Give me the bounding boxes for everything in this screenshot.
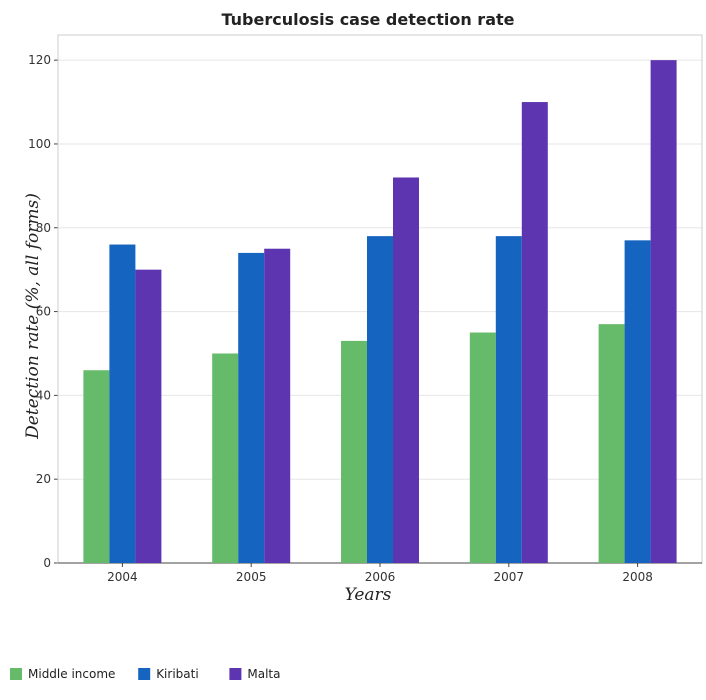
bar-kiribati (495, 236, 522, 563)
bar-malta (393, 177, 419, 563)
bar-kiribati (109, 244, 136, 563)
x-tick-label: 2004 (107, 570, 138, 584)
y-tick-label: 80 (36, 221, 51, 235)
x-tick-label: 2006 (365, 570, 396, 584)
bar-malta (521, 102, 548, 564)
y-tick-label: 20 (36, 472, 51, 486)
legend-label: Middle income (28, 667, 115, 681)
bar-middle-income (341, 340, 367, 563)
legend-swatch (229, 668, 242, 680)
x-axis-title: Years (345, 585, 392, 605)
bar-kiribati (624, 240, 651, 564)
bar-malta (650, 60, 677, 564)
bar-middle-income (212, 353, 239, 563)
legend-label: Kiribati (156, 667, 198, 681)
legend-swatch (10, 668, 22, 680)
x-tick-label: 2008 (622, 570, 653, 584)
bar-malta (135, 269, 162, 563)
x-tick-label: 2005 (236, 570, 267, 584)
y-tick-label: 40 (36, 388, 51, 402)
y-tick-label: 0 (43, 556, 51, 570)
y-tick-label: 100 (28, 137, 51, 151)
legend: Middle income Kiribati Malta (10, 667, 281, 681)
y-tick-label: 60 (36, 305, 51, 319)
legend-swatch (138, 668, 151, 680)
bar-malta (264, 248, 291, 563)
bar-middle-income (469, 332, 496, 563)
legend-label: Malta (247, 667, 280, 681)
bar-kiribati (367, 236, 393, 563)
bar-middle-income (83, 370, 110, 563)
plot-area: 0 20 40 60 80 100 120 2004 2005 2006 2007 2008 (28, 34, 703, 584)
chart-title: Tuberculosis case detection rate (222, 10, 515, 29)
x-tick-label: 2007 (494, 570, 525, 584)
y-tick-label: 120 (28, 53, 51, 67)
bar-kiribati (238, 252, 265, 563)
bar-middle-income (598, 324, 625, 563)
y-axis-title: Detection rate (%, all forms) (23, 193, 43, 440)
